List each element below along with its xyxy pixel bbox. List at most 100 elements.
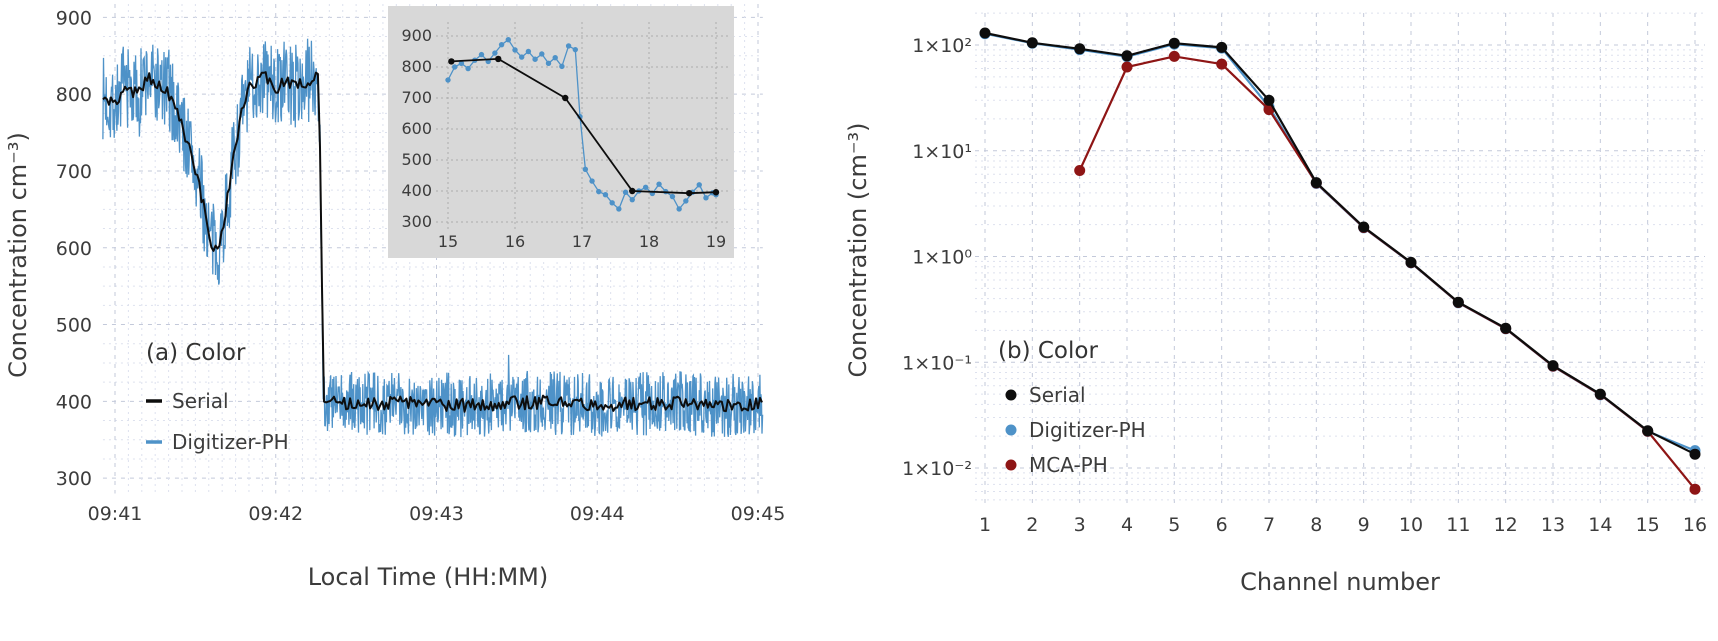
inset-digitizer-marker — [616, 206, 622, 212]
series-digitizer-ph — [979, 28, 1701, 457]
digitizer-ph-trace — [102, 38, 764, 438]
data-point-marker — [1074, 165, 1086, 176]
y-axis-label: Concentration (cm⁻³) — [844, 123, 872, 378]
inset-digitizer-marker — [602, 192, 609, 198]
y-tick-label: 1×10⁻² — [902, 458, 972, 480]
x-tick-label: 8 — [1310, 514, 1322, 536]
inset-y-tick-label: 300 — [401, 212, 432, 231]
series-serial — [979, 27, 1701, 460]
y-axis-label: Concentration cm⁻³) — [4, 132, 32, 378]
legend-dot-swatch — [1005, 389, 1017, 401]
inset-y-tick-label: 900 — [401, 26, 432, 45]
y-tick-label: 400 — [56, 391, 92, 413]
inset-y-tick-label: 400 — [401, 181, 432, 200]
inset-zoom: 300 400 500 600 700 800 900 15 16 17 18 19 — [388, 6, 734, 258]
inset-digitizer-marker — [519, 54, 525, 60]
legend-label: MCA-PH — [1029, 453, 1108, 477]
inset-digitizer-marker — [559, 63, 565, 70]
x-tick-label: 11 — [1446, 514, 1470, 536]
y-tick-label: 300 — [56, 468, 92, 490]
x-tick-label: 09:44 — [570, 503, 625, 525]
inset-y-tick-label: 600 — [401, 119, 432, 138]
x-tick-label: 12 — [1494, 514, 1518, 536]
inset-digitizer-marker — [582, 166, 589, 172]
series-line — [1078, 55, 1696, 490]
data-point-marker — [1216, 41, 1228, 53]
x-tick-label: 16 — [1683, 514, 1707, 536]
panel-b-legend: (b) Color Serial Digitizer-PH MCA-PH — [998, 338, 1146, 477]
inset-digitizer-marker — [452, 64, 458, 70]
legend-item-mca-ph: MCA-PH — [1005, 453, 1108, 477]
inset-background — [388, 6, 734, 258]
inset-digitizer-marker — [545, 60, 552, 66]
x-tick-label: 5 — [1168, 514, 1180, 536]
data-point-marker — [1263, 94, 1275, 106]
inset-digitizer-marker — [539, 51, 545, 57]
x-tick-label: 4 — [1121, 514, 1133, 536]
inset-digitizer-marker — [696, 182, 702, 188]
y-tick-label: 900 — [56, 7, 92, 29]
x-tick-label: 6 — [1216, 514, 1228, 536]
x-tick-label: 09:43 — [409, 503, 464, 525]
inset-digitizer-marker — [498, 41, 505, 48]
data-point-marker — [1642, 425, 1654, 437]
y-tick-label: 1×10² — [912, 35, 972, 57]
legend-item-digitizer-ph: Digitizer-PH — [1005, 418, 1146, 442]
data-point-marker — [1074, 43, 1086, 55]
inset-digitizer-marker — [669, 193, 676, 200]
x-axis-label: Local Time (HH:MM) — [308, 563, 549, 591]
y-tick-label: 1×10⁰ — [912, 247, 972, 269]
x-tick-label: 3 — [1074, 514, 1086, 536]
inset-y-tick-label: 700 — [401, 88, 432, 107]
inset-x-tick-label: 19 — [706, 232, 726, 251]
inset-digitizer-marker — [445, 77, 451, 83]
y-tick-label: 1×10⁻¹ — [902, 352, 972, 374]
legend-label: Digitizer-PH — [1029, 418, 1146, 442]
legend-label: Serial — [1029, 383, 1086, 407]
inset-serial-marker — [686, 189, 693, 197]
data-point-marker — [1500, 322, 1512, 334]
inset-serial-marker — [712, 189, 720, 196]
inset-digitizer-marker — [656, 181, 662, 187]
series-line — [984, 31, 1696, 456]
legend-item-serial: Serial — [146, 389, 229, 413]
timeseries-panel-a: 300 400 500 600 700 800 900 09:41 09:42 09:43 09:4… — [4, 4, 786, 591]
inset-digitizer-marker — [512, 47, 518, 53]
inset-digitizer-marker — [532, 56, 538, 62]
y-tick-label: 800 — [56, 84, 92, 106]
data-point-marker — [1216, 58, 1228, 70]
inset-digitizer-marker — [565, 43, 572, 49]
inset-digitizer-marker — [525, 48, 532, 55]
data-point-marker — [1121, 50, 1133, 62]
x-axis-label: Channel number — [1240, 568, 1440, 596]
data-point-marker — [1689, 448, 1701, 460]
inset-serial-line — [451, 57, 717, 195]
data-point-marker — [1689, 483, 1701, 495]
serial-trace — [102, 71, 763, 413]
inset-digitizer-marker — [703, 195, 709, 201]
inset-digitizer-marker — [629, 196, 635, 203]
inset-x-tick-label: 18 — [639, 232, 659, 251]
x-tick-label: 7 — [1263, 514, 1275, 536]
inset-serial-marker — [448, 58, 455, 65]
inset-serial-marker — [629, 187, 636, 195]
data-point-marker — [1405, 256, 1417, 268]
inset-digitizer-marker — [676, 206, 682, 212]
data-point-marker — [1168, 37, 1180, 49]
inset-digitizer-marker — [465, 65, 471, 72]
legend-dot-swatch — [1005, 459, 1017, 471]
inset-x-tick-label: 17 — [572, 232, 592, 251]
inset-digitizer-marker — [458, 60, 465, 66]
data-point-marker — [1121, 61, 1133, 73]
panel-a-title: (a) Color — [146, 340, 246, 366]
inset-y-tick-label: 800 — [401, 57, 432, 76]
data-point-marker — [1310, 177, 1322, 189]
inset-digitizer-marker — [683, 198, 689, 204]
data-point-marker — [1547, 360, 1559, 372]
inset-digitizer-marker — [572, 46, 578, 53]
x-tick-label: 09:45 — [731, 503, 786, 525]
inset-y-tick-label: 500 — [401, 150, 432, 169]
x-tick-label: 13 — [1541, 514, 1565, 536]
